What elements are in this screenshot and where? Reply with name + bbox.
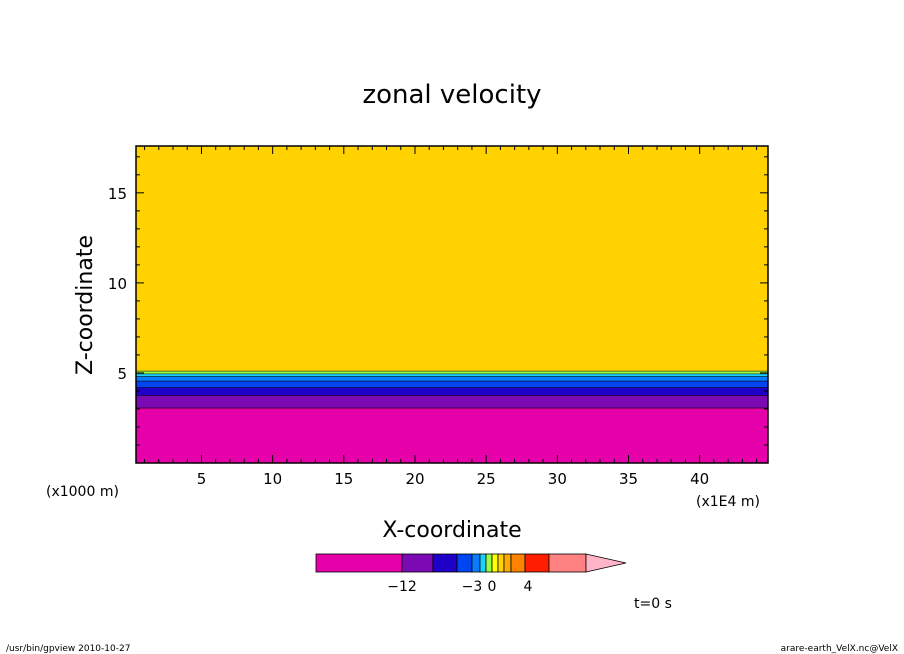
x-tick-label: 40	[690, 470, 709, 488]
x-tick-label: 15	[334, 470, 353, 488]
colorbar-tick-label: 4	[524, 579, 533, 595]
x-unit-left: (x1000 m)	[46, 484, 119, 500]
colorbar-segment-11	[524, 553, 550, 573]
time-label: t=0 s	[634, 596, 672, 612]
plot-frame	[135, 145, 769, 464]
colorbar-segment-10	[510, 553, 526, 573]
layer-4	[136, 376, 768, 382]
x-tick-label: 20	[405, 470, 424, 488]
colorbar-segment-9	[503, 553, 512, 573]
colorbar-tick-label: −12	[387, 579, 417, 595]
layer-6	[136, 371, 768, 374]
layer-0	[136, 408, 768, 463]
x-tick-label: 10	[263, 470, 282, 488]
colorbar-segment-4	[471, 553, 481, 573]
colorbar-segment-7	[491, 553, 499, 573]
x-tick-label: 30	[548, 470, 567, 488]
colorbar-segment-1	[401, 553, 434, 573]
x-axis-label: X-coordinate	[382, 518, 521, 543]
layer-5	[136, 373, 768, 377]
colorbar	[315, 553, 627, 573]
footer-right: arare-earth_VelX.nc@VelX	[781, 644, 898, 654]
x-tick-labels: 5 10 15 20 25 30 35 40	[197, 470, 710, 488]
footer-left: /usr/bin/gpview 2010-10-27	[6, 644, 130, 654]
y-tick-label: 5	[117, 365, 127, 383]
y-tick-label: 15	[108, 185, 127, 203]
layer-7	[136, 146, 768, 372]
y-tick-label: 10	[108, 275, 127, 293]
y-axis-label: Z-coordinate	[73, 235, 98, 375]
colorbar-segment-5	[479, 553, 487, 573]
x-tick-label: 5	[197, 470, 207, 488]
colorbar-labels: −12 −3 0 4	[387, 579, 532, 595]
x-tick-label: 25	[477, 470, 496, 488]
colorbar-tick-label: 0	[488, 579, 497, 595]
colorbar-segment-3	[456, 553, 473, 573]
plot-area	[136, 146, 768, 463]
colorbar-segment-6	[485, 553, 493, 573]
layer-1	[136, 395, 768, 409]
x-tick-label: 35	[619, 470, 638, 488]
layer-2	[136, 387, 768, 396]
colorbar-arrow	[585, 553, 627, 573]
chart-title: zonal velocity	[362, 80, 541, 110]
colorbar-segment-2	[432, 553, 458, 573]
colorbar-segment-0	[315, 553, 403, 573]
colorbar-tick-label: −3	[462, 579, 483, 595]
layer-3	[136, 381, 768, 388]
x-unit-right: (x1E4 m)	[696, 494, 760, 510]
colorbar-segment-12	[548, 553, 587, 573]
colorbar-segment-8	[497, 553, 505, 573]
y-tick-labels: 5 10 15	[108, 185, 127, 383]
